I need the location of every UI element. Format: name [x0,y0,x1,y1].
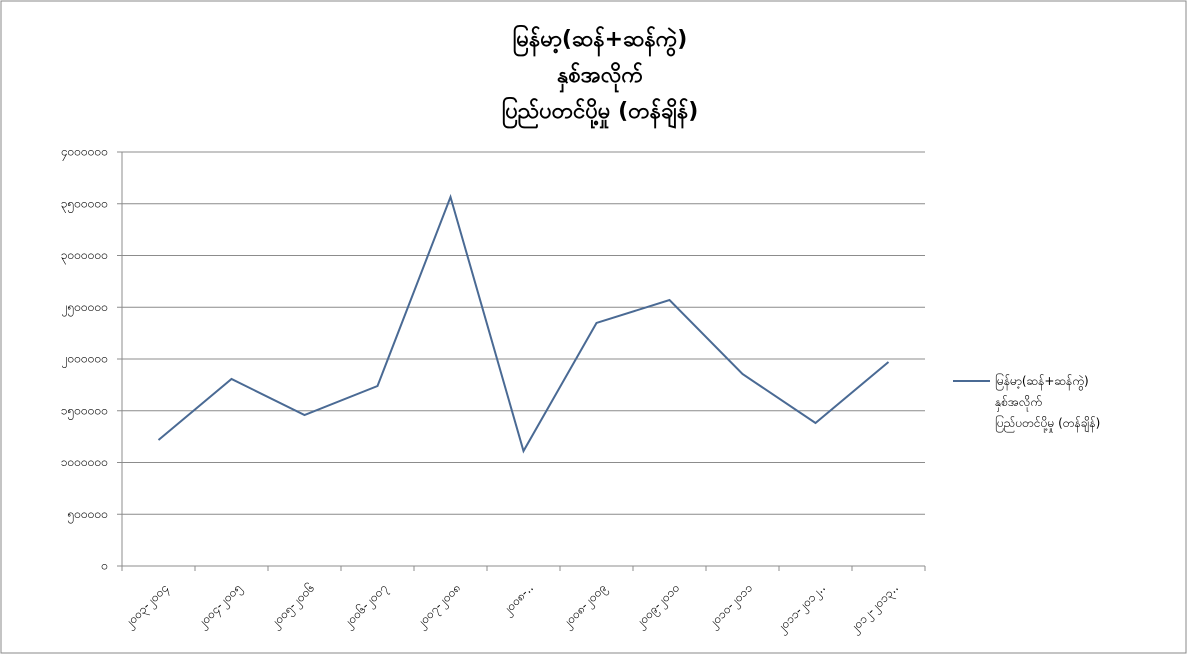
y-tick-label: ၄၀၀၀၀၀၀ [61,145,108,162]
legend-line: မြန်မာ့(ဆန်+ဆန်ကွဲ) [995,372,1089,391]
line-series [157,193,890,454]
legend-line: နှစ်အလိုက် [995,394,1042,412]
y-tick-label: ၁၀၀၀၀၀၀ [61,455,108,469]
chart-title: ပြည်ပတင်ပို့မှု (တန်ချိန်) [502,96,699,129]
y-tick-label: ၅၀၀၀၀၀ [68,507,109,524]
y-tick-label: ၁၅၀၀၀၀၀ [61,403,108,420]
legend-label: မြန်မာ့(ဆန်+ဆန်ကွဲ) နှစ်အလိုက်ပြည်ပတင်ပို… [995,372,1100,433]
y-tick-label: ၂၅၀၀၀၀၀ [62,300,108,317]
chart-title: မြန်မာ့(ဆန်+ဆန်ကွဲ) [513,24,688,57]
y-tick-label: ၀ [101,559,108,573]
chart-title: နှစ်အလိုက် [557,61,643,93]
y-tick-label: ၃၅၀၀၀၀၀ [61,196,108,213]
legend-line: ပြည်ပတင်ပို့မှု (တန်ချိန်) [995,414,1100,433]
y-tick-label: ၃၀၀၀၀၀၀ [61,248,108,265]
y-tick-label: ၂၀၀၀၀၀၀ [62,352,108,369]
